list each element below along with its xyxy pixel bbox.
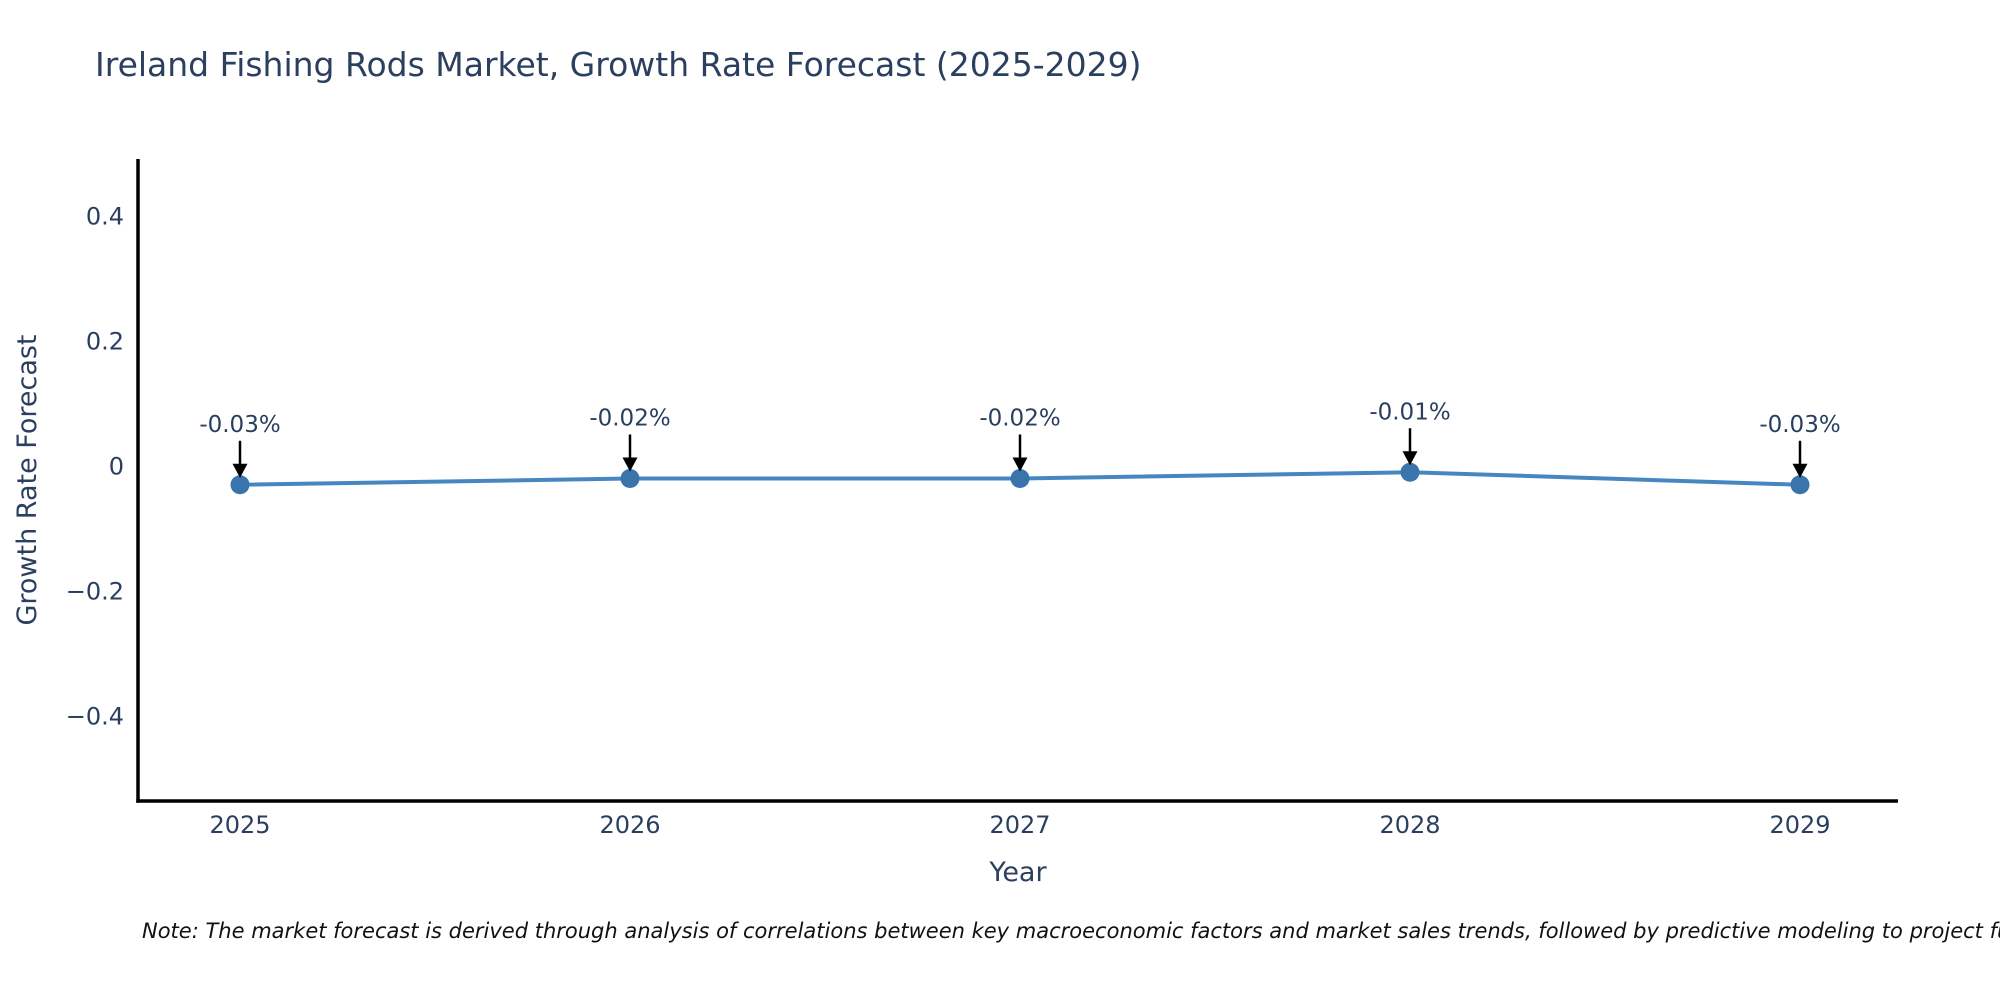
footnote: Note: The market forecast is derived thr… bbox=[142, 919, 2000, 943]
data-point-label: -0.01% bbox=[1369, 399, 1450, 425]
x-axis-title: Year bbox=[989, 857, 1047, 888]
y-tick-label: 0.2 bbox=[86, 328, 124, 356]
x-tick-label: 2028 bbox=[1379, 811, 1440, 839]
annotation-arrowhead-icon bbox=[1012, 457, 1028, 472]
x-tick-label: 2025 bbox=[209, 811, 270, 839]
annotation-arrowhead-icon bbox=[232, 463, 248, 478]
y-tick-label: −0.4 bbox=[66, 703, 124, 731]
data-point-label: -0.02% bbox=[979, 406, 1060, 432]
data-point-marker bbox=[230, 475, 250, 495]
data-point-label: -0.02% bbox=[589, 406, 670, 432]
annotation-arrowhead-icon bbox=[622, 457, 638, 472]
data-point-marker bbox=[1400, 462, 1420, 482]
annotation-arrowhead-icon bbox=[1792, 463, 1808, 478]
data-point-marker bbox=[620, 469, 640, 488]
data-point-marker bbox=[1010, 469, 1030, 488]
x-tick-label: 2026 bbox=[599, 811, 660, 839]
y-tick-label: 0.4 bbox=[86, 203, 124, 231]
y-tick-label: 0 bbox=[109, 453, 124, 481]
chart-title: Ireland Fishing Rods Market, Growth Rate… bbox=[95, 45, 1142, 84]
y-tick-label: −0.2 bbox=[66, 578, 124, 606]
data-point-marker bbox=[1790, 475, 1810, 495]
x-tick-label: 2029 bbox=[1769, 811, 1830, 839]
data-point-label: -0.03% bbox=[1759, 412, 1840, 438]
data-point-label: -0.03% bbox=[199, 412, 280, 438]
x-tick-label: 2027 bbox=[989, 811, 1050, 839]
annotation-arrowhead-icon bbox=[1402, 451, 1418, 466]
